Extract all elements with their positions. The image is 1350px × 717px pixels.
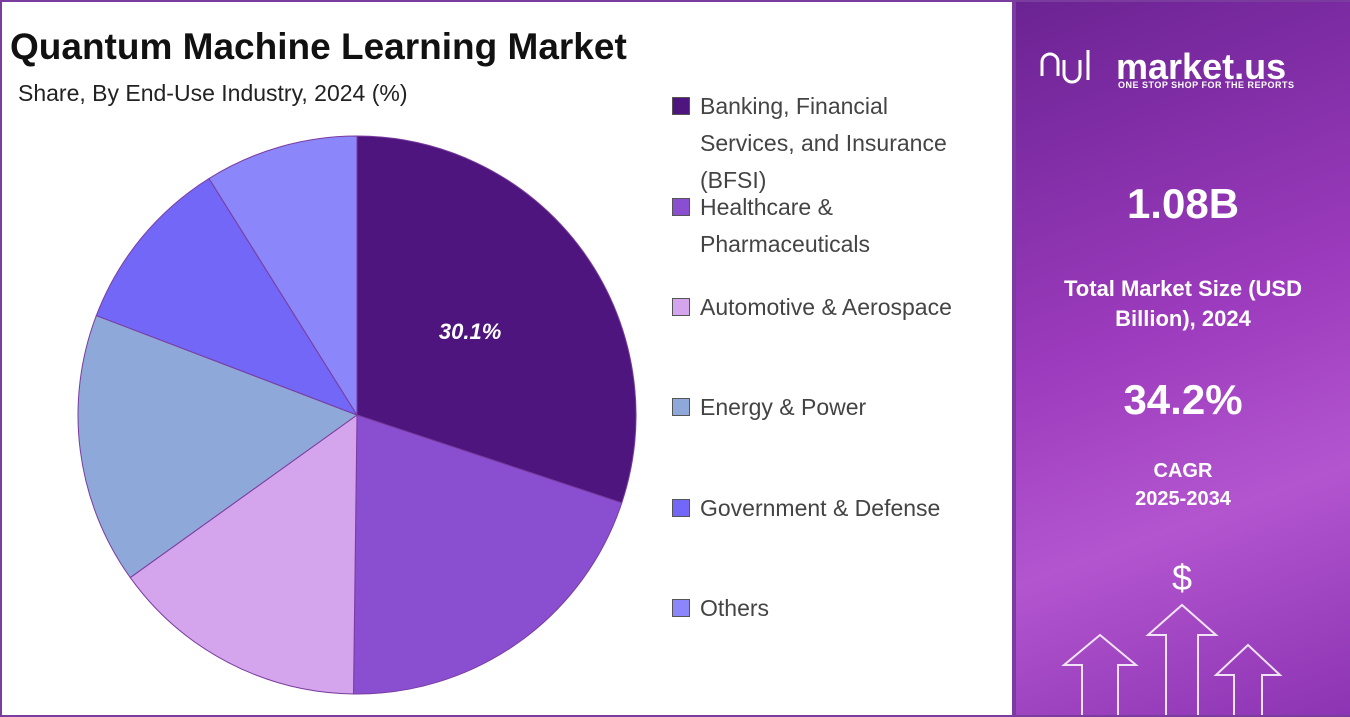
arrows bbox=[1061, 603, 1283, 715]
pie-slice bbox=[129, 414, 358, 695]
legend-item: Government & Defense bbox=[672, 490, 972, 527]
tagline: ONE STOP SHOP FOR THE REPORTS bbox=[1118, 80, 1295, 90]
decoration: $ bbox=[1040, 50, 1283, 715]
legend-swatch bbox=[672, 298, 690, 316]
legend-item: Banking, Financial Services, and Insuran… bbox=[672, 88, 972, 199]
legend-label: Government & Defense bbox=[700, 495, 941, 521]
pie-slice bbox=[95, 177, 359, 416]
legend-label: Healthcare & Pharmaceuticals bbox=[700, 194, 871, 257]
cagr-period: 2025-2034 bbox=[1135, 488, 1231, 510]
market-size: 1.08B bbox=[1126, 180, 1240, 227]
legend-swatch bbox=[672, 198, 690, 216]
pie-slice bbox=[352, 414, 623, 695]
legend-item: Others bbox=[672, 590, 972, 627]
info-panel: $ market.us ONE STOP SHOP FOR THE REPORT… bbox=[1014, 0, 1350, 717]
chart-subtitle: Share, By End-Use Industry, 2024 (%) bbox=[18, 80, 408, 106]
legend-item: Energy & Power bbox=[672, 389, 972, 426]
legend-swatch bbox=[672, 398, 690, 416]
legend-swatch bbox=[672, 499, 690, 517]
dollar-icon: $ bbox=[1172, 557, 1192, 598]
legend-label: Banking, Financial Services, and Insuran… bbox=[700, 93, 947, 193]
chart-title: Quantum Machine Learning Market bbox=[10, 26, 627, 67]
legend-label: Energy & Power bbox=[700, 394, 867, 420]
pie-slice bbox=[208, 135, 358, 417]
legend-label: Automotive & Aerospace bbox=[700, 294, 952, 320]
pie-slice bbox=[356, 135, 637, 504]
legend-item: Automotive & Aerospace bbox=[672, 289, 972, 326]
chart-panel: Quantum Machine Learning Market Share, B… bbox=[0, 0, 1014, 717]
legend-item: Healthcare & Pharmaceuticals bbox=[672, 189, 972, 263]
logo-icon bbox=[1040, 50, 1090, 84]
legend-label: Others bbox=[700, 595, 770, 621]
legend-swatch bbox=[672, 599, 690, 617]
brand: market.us bbox=[1116, 46, 1287, 87]
cagr: 34.2% bbox=[1123, 376, 1243, 423]
data-label: 30.1% bbox=[439, 319, 501, 344]
market-size-label: Total Market Size (USD Billion), 2024 bbox=[1064, 276, 1302, 331]
legend-swatch bbox=[672, 97, 690, 115]
cagr-label: CAGR bbox=[1153, 460, 1213, 482]
pie-slice bbox=[77, 314, 359, 579]
pie-chart: 30.1% bbox=[77, 135, 637, 695]
